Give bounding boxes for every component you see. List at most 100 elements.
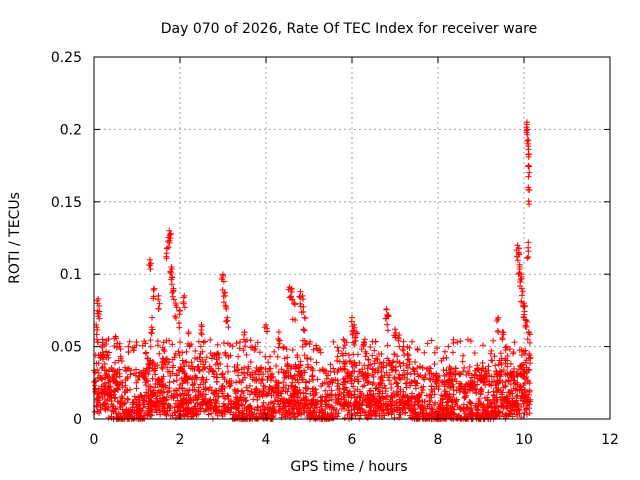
data-point (416, 392, 423, 399)
data-point (460, 352, 467, 359)
data-point (179, 385, 186, 392)
data-point (166, 237, 173, 244)
data-point (273, 389, 280, 396)
data-point (526, 366, 533, 373)
data-point (170, 296, 177, 303)
data-point (288, 363, 295, 370)
data-point (113, 335, 120, 342)
data-point (93, 336, 100, 343)
data-point (297, 303, 304, 310)
data-point (286, 408, 293, 415)
data-point (462, 393, 469, 400)
data-point (211, 391, 218, 398)
data-point (377, 380, 384, 387)
data-point (96, 410, 103, 417)
data-point (450, 336, 457, 343)
data-point (523, 121, 530, 128)
data-point (525, 239, 532, 246)
data-point (435, 386, 442, 393)
data-point (129, 399, 136, 406)
data-point (400, 338, 407, 345)
data-point (364, 392, 371, 399)
data-point (168, 281, 175, 288)
data-point (319, 407, 326, 414)
data-point (493, 412, 500, 419)
data-point (479, 365, 486, 372)
data-point (208, 355, 215, 362)
data-point (134, 377, 141, 384)
data-point (238, 369, 245, 376)
data-point (327, 361, 334, 368)
data-point (489, 357, 496, 364)
data-point (169, 356, 176, 363)
data-point (411, 368, 418, 375)
data-point (200, 339, 207, 346)
data-point (506, 345, 513, 352)
data-point (393, 404, 400, 411)
data-point (241, 364, 248, 371)
data-point (155, 376, 162, 383)
data-point (125, 349, 132, 356)
data-point (108, 414, 115, 421)
data-point (369, 352, 376, 359)
data-point (328, 387, 335, 394)
data-point (525, 399, 532, 406)
data-point (256, 349, 263, 356)
data-point (117, 353, 124, 360)
data-point (389, 408, 396, 415)
data-point (247, 405, 254, 412)
data-point (383, 306, 390, 313)
data-point (464, 386, 471, 393)
data-point (160, 395, 167, 402)
data-point (431, 401, 438, 408)
data-point (260, 402, 267, 409)
data-point (423, 409, 430, 416)
data-point (200, 381, 207, 388)
data-point (334, 344, 341, 351)
data-points (91, 119, 534, 422)
data-point (341, 394, 348, 401)
data-point (494, 378, 501, 385)
data-point (502, 395, 509, 402)
data-point (199, 391, 206, 398)
data-point (96, 315, 103, 322)
data-point (443, 354, 450, 361)
data-point (209, 368, 216, 375)
data-point (485, 397, 492, 404)
data-point (288, 289, 295, 296)
data-point (298, 369, 305, 376)
data-point (384, 321, 391, 328)
data-point (300, 296, 307, 303)
data-point (112, 406, 119, 413)
data-point (526, 410, 533, 417)
data-point (175, 367, 182, 374)
data-point (351, 391, 358, 398)
data-point (379, 407, 386, 414)
data-point (345, 352, 352, 359)
data-point (392, 363, 399, 370)
data-point (242, 415, 249, 422)
data-point (477, 377, 484, 384)
data-point (376, 412, 383, 419)
data-point (131, 393, 138, 400)
data-point (393, 379, 400, 386)
data-point (336, 401, 343, 408)
data-point (196, 367, 203, 374)
data-point (518, 362, 525, 369)
data-point (243, 351, 250, 358)
data-point (359, 383, 366, 390)
data-point (344, 411, 351, 418)
data-point (450, 386, 457, 393)
data-point (108, 401, 115, 408)
data-point (506, 398, 513, 405)
data-point (407, 398, 414, 405)
data-point (112, 388, 119, 395)
data-point (161, 401, 168, 408)
data-point (355, 378, 362, 385)
data-point (298, 411, 305, 418)
data-point (474, 362, 481, 369)
data-point (497, 388, 504, 395)
data-point (202, 386, 209, 393)
data-point (213, 387, 220, 394)
data-point (103, 348, 110, 355)
